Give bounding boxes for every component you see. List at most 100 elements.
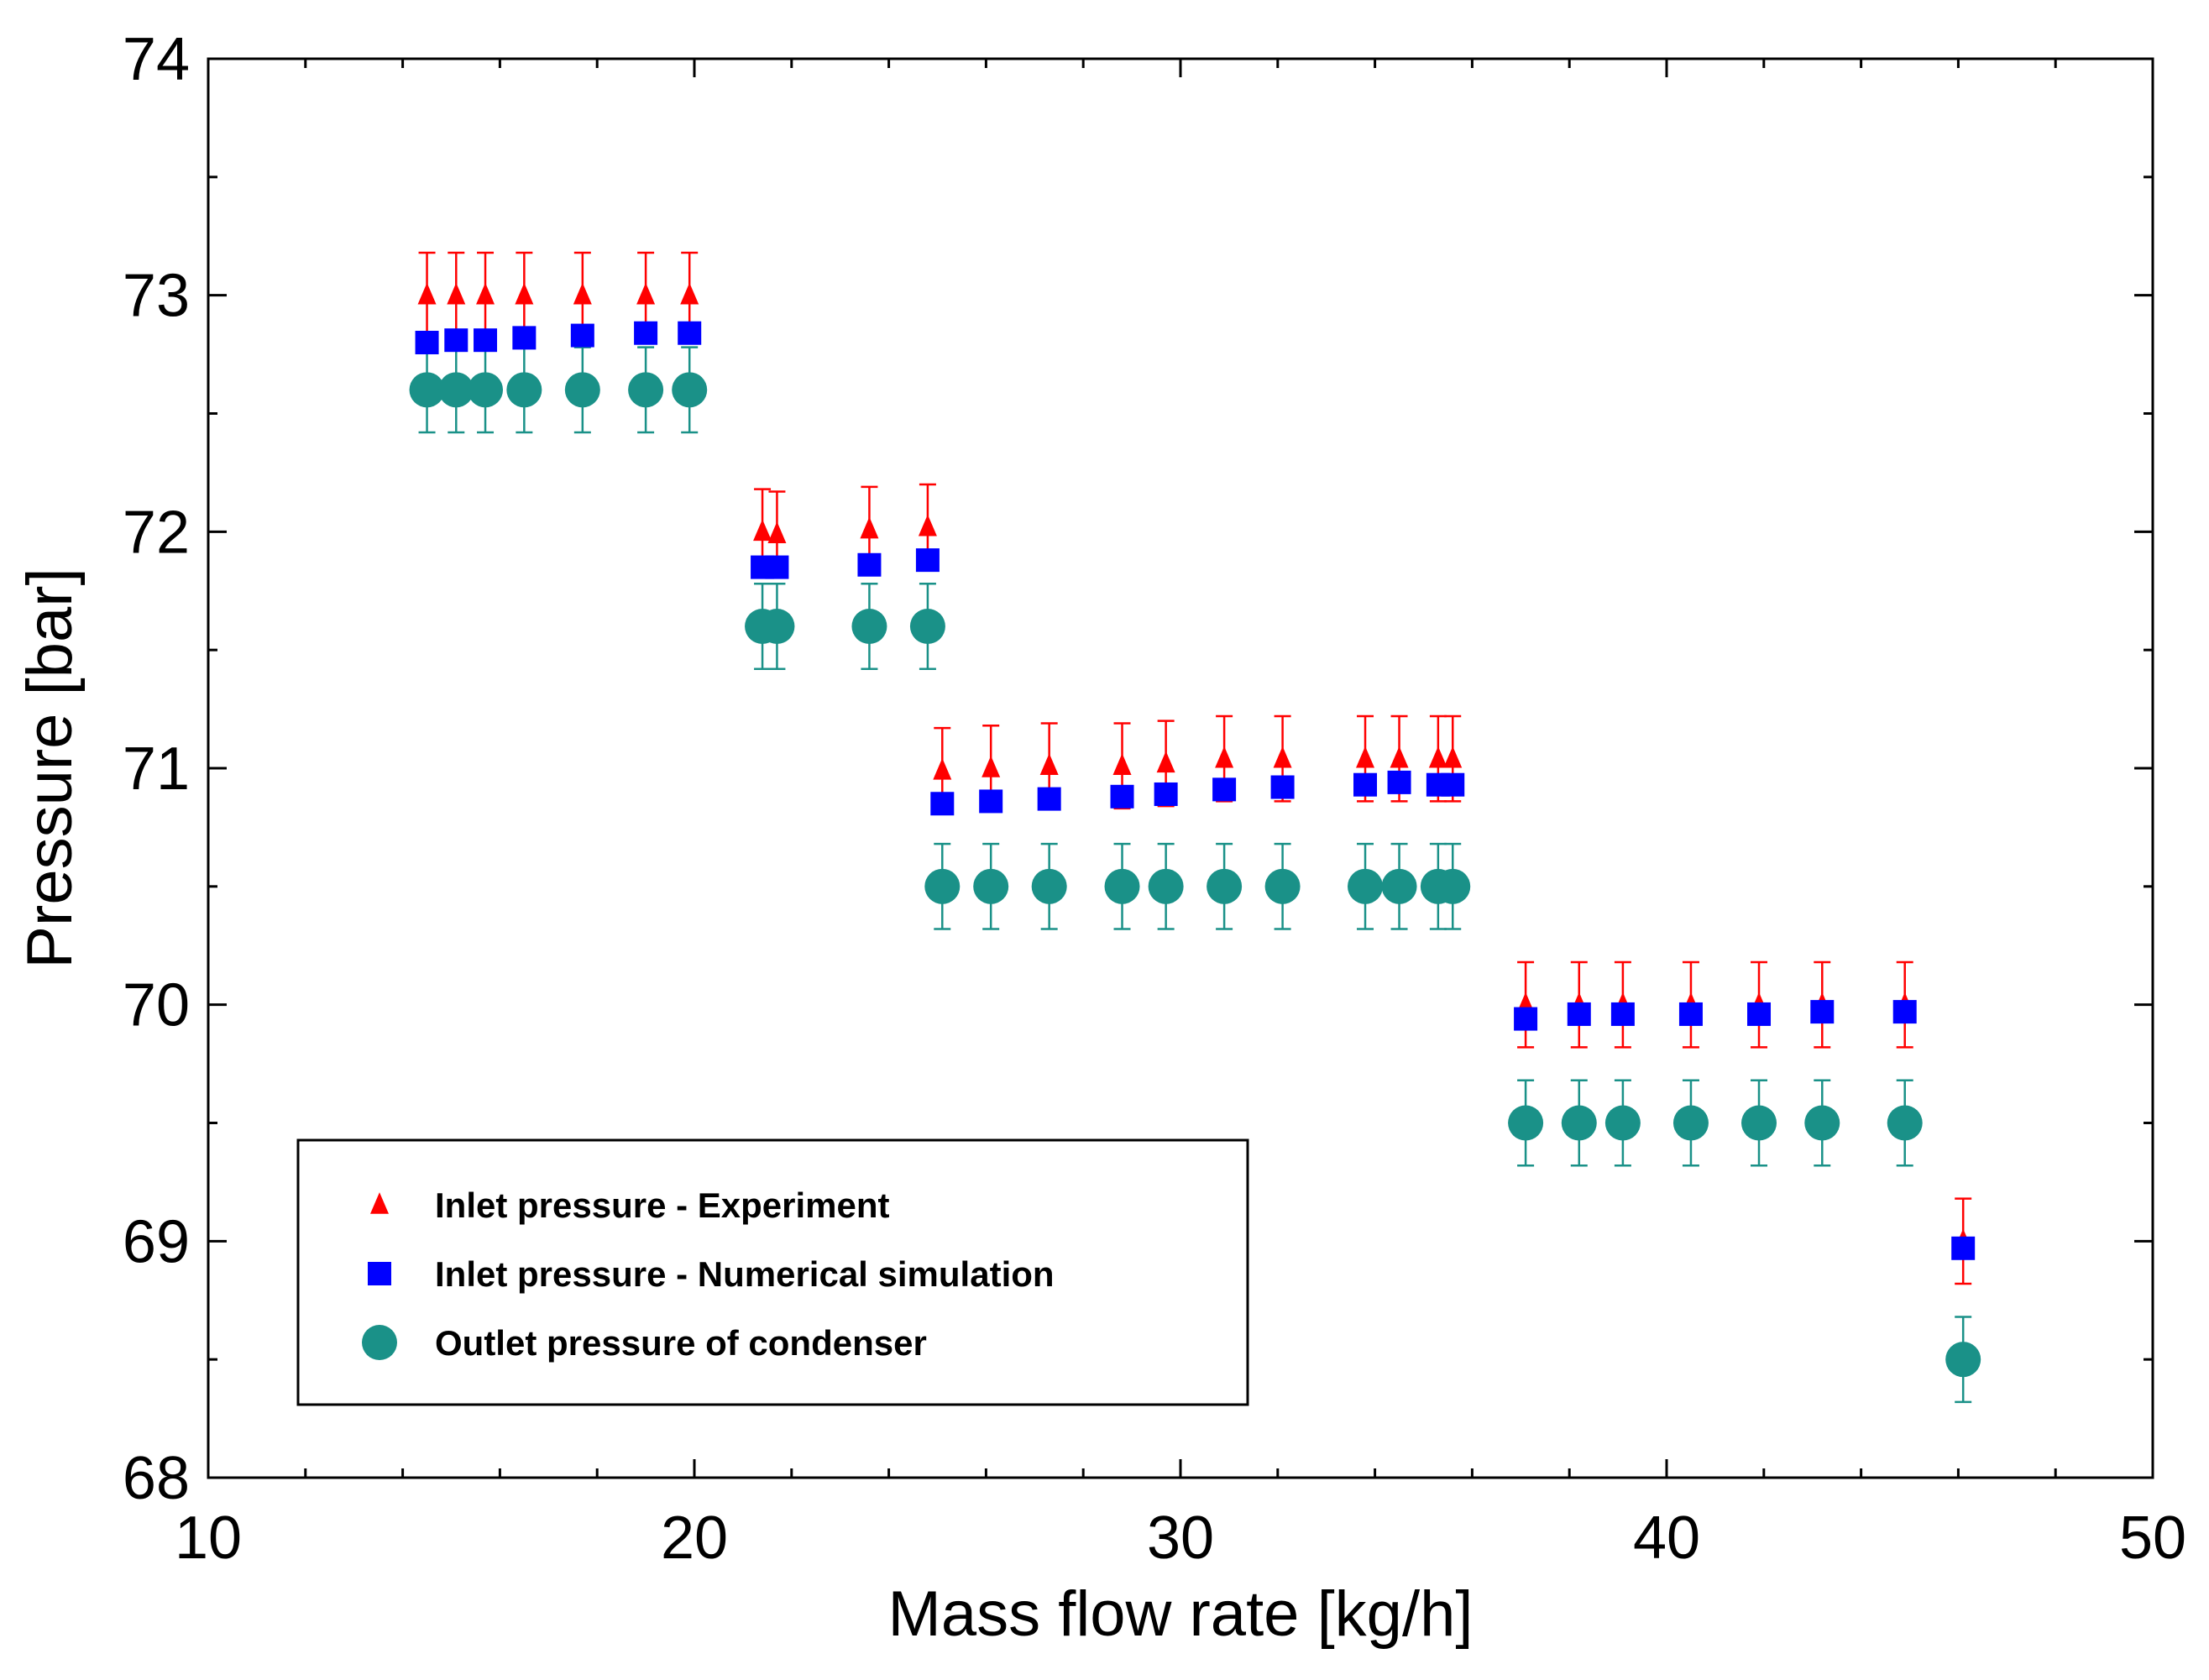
square-data-point: [1951, 1236, 1976, 1260]
circle-data-point: [1604, 1105, 1641, 1141]
square-data-point: [1567, 1002, 1591, 1026]
y-tick-label: 70: [123, 972, 190, 1039]
legend-label: Inlet pressure - Numerical simulation: [435, 1254, 1055, 1294]
square-data-point: [1270, 775, 1295, 799]
legend-entry: Inlet pressure - Numerical simulation: [368, 1254, 1055, 1294]
circle-data-point: [1207, 868, 1243, 904]
triangle-data-point: [515, 282, 534, 305]
y-tick-label: 69: [123, 1208, 190, 1275]
x-tick-label: 10: [175, 1505, 242, 1572]
legend-entry: Inlet pressure - Experiment: [370, 1185, 890, 1225]
square-data-point: [1037, 787, 1061, 811]
triangle-data-point: [933, 757, 952, 780]
triangle-data-point: [680, 282, 699, 305]
axis-ticks: [207, 57, 2154, 1479]
circle-data-point: [909, 609, 945, 644]
y-tick-label: 68: [123, 1445, 190, 1512]
legend-square-marker: [368, 1262, 391, 1285]
triangle-data-point: [767, 521, 787, 543]
circle-data-point: [851, 609, 887, 644]
y-tick-label: 74: [123, 26, 190, 93]
triangle-data-point: [573, 282, 592, 305]
tick-labels: 68 69 70 71 72 73 74 10 20 30 40 50: [123, 26, 2186, 1572]
circle-data-point: [1348, 868, 1384, 904]
legend-triangle-marker: [370, 1192, 389, 1214]
triangle-data-point: [1273, 746, 1292, 768]
y-tick-label: 72: [123, 499, 190, 566]
square-data-point: [1747, 1002, 1772, 1026]
square-data-point: [1514, 1007, 1538, 1031]
square-data-point: [415, 331, 439, 354]
triangle-data-point: [476, 282, 495, 305]
triangle-data-point: [981, 756, 1001, 777]
square-data-point: [1353, 772, 1378, 797]
square-data-point: [570, 323, 594, 348]
square-data-point: [474, 328, 498, 353]
square-data-point: [1892, 1000, 1917, 1024]
circle-data-point: [1148, 868, 1184, 904]
triangle-data-point: [1390, 746, 1409, 768]
legend: Inlet pressure - Experiment Inlet pressur…: [296, 1138, 1249, 1406]
square-data-point: [1441, 772, 1465, 797]
square-data-point: [1678, 1002, 1703, 1026]
circle-data-point: [1104, 868, 1140, 904]
square-data-point: [930, 792, 955, 816]
circle-data-point: [759, 609, 795, 644]
x-tick-label: 20: [661, 1505, 728, 1572]
circle-data-point: [1672, 1105, 1709, 1141]
legend-circle-marker: [362, 1325, 397, 1360]
square-data-point: [765, 555, 789, 579]
x-axis-title: Mass flow rate [kg/h]: [888, 1578, 1474, 1650]
triangle-data-point: [1112, 753, 1132, 775]
data-markers: [409, 282, 1981, 1378]
y-tick-label: 71: [123, 735, 190, 803]
circle-data-point: [1887, 1105, 1923, 1141]
circle-data-point: [628, 372, 664, 408]
legend-label: Outlet pressure of condenser: [435, 1323, 927, 1363]
circle-data-point: [924, 868, 961, 904]
triangle-data-point: [1428, 746, 1447, 768]
circle-data-point: [564, 372, 600, 408]
legend-entries: Inlet pressure - Experiment Inlet pressur…: [362, 1185, 1055, 1363]
square-data-point: [512, 326, 537, 350]
square-data-point: [1610, 1002, 1635, 1026]
circle-data-point: [506, 372, 542, 408]
circle-data-point: [1264, 868, 1301, 904]
square-data-point: [857, 552, 882, 577]
circle-data-point: [1031, 868, 1067, 904]
circle-data-point: [672, 372, 708, 408]
triangle-data-point: [1215, 746, 1234, 768]
x-tick-label: 30: [1147, 1505, 1214, 1572]
square-data-point: [1387, 770, 1411, 794]
circle-data-point: [1508, 1105, 1544, 1141]
square-data-point: [634, 321, 658, 345]
triangle-data-point: [860, 516, 879, 539]
circle-data-point: [973, 868, 1009, 904]
circle-data-point: [1381, 868, 1417, 904]
triangle-data-point: [753, 519, 772, 542]
circle-data-point: [1561, 1105, 1597, 1141]
triangle-data-point: [447, 282, 466, 305]
square-data-point: [979, 789, 1003, 814]
square-data-point: [1154, 782, 1178, 806]
legend-box: [296, 1138, 1249, 1406]
square-data-point: [1810, 1000, 1835, 1024]
triangle-data-point: [1156, 751, 1175, 773]
triangle-data-point: [636, 282, 656, 305]
triangle-data-point: [417, 282, 437, 305]
y-tick-label: 73: [123, 263, 190, 330]
square-data-point: [678, 321, 702, 345]
x-tick-label: 50: [2119, 1505, 2186, 1572]
triangle-data-point: [1443, 746, 1463, 768]
triangle-data-point: [1356, 746, 1375, 768]
legend-entry: Outlet pressure of condenser: [362, 1323, 927, 1363]
legend-label: Inlet pressure - Experiment: [435, 1185, 890, 1225]
circle-data-point: [409, 372, 445, 408]
circle-data-point: [1435, 868, 1471, 904]
square-data-point: [915, 548, 940, 573]
circle-data-point: [438, 372, 474, 408]
plot-frame: [207, 57, 2154, 1479]
